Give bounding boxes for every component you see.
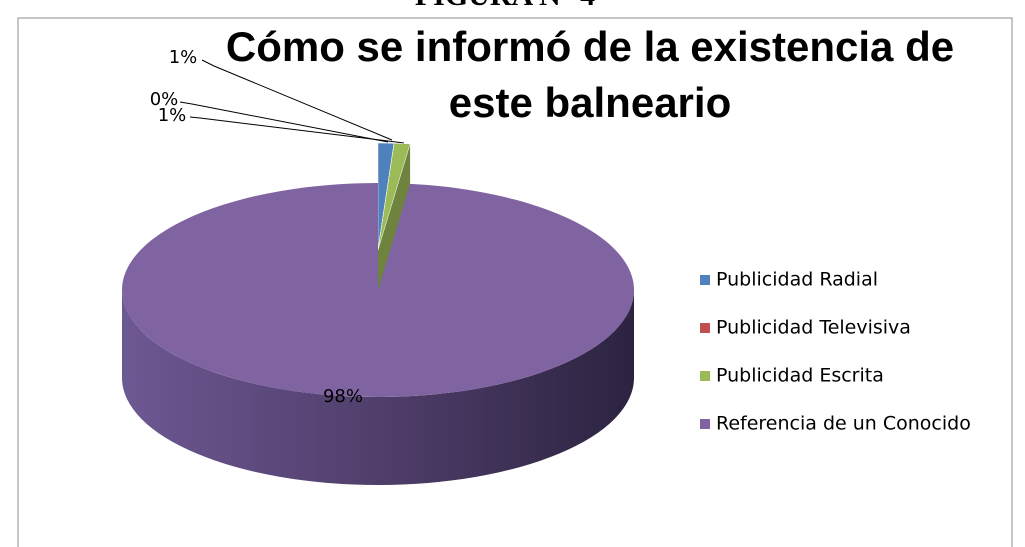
legend-label: Publicidad Radial [716, 269, 878, 291]
leader-line [201, 59, 393, 141]
chart-frame [17, 17, 1013, 547]
legend-label: Publicidad Televisiva [716, 317, 911, 339]
pie-slice [377, 142, 411, 251]
legend-label: Publicidad Escrita [716, 365, 884, 387]
leader-line [189, 116, 405, 144]
legend-swatch [700, 419, 710, 429]
data-label: 1% [158, 105, 187, 126]
legend-swatch [700, 323, 710, 333]
data-label: 98% [323, 386, 363, 407]
data-label: 0% [150, 89, 179, 110]
pie-side [122, 290, 634, 485]
legend-label: Referencia de un Conocido [716, 413, 971, 435]
chart-title: Cómo se informó de la existencia de [226, 23, 954, 70]
legend-swatch [700, 275, 710, 285]
leader-line [179, 101, 389, 143]
data-label: 1% [169, 47, 198, 68]
chart-title: este balneario [449, 79, 731, 126]
header: FIGURA N° 4 [415, 0, 595, 12]
legend-swatch [700, 371, 710, 381]
pie-slice [122, 183, 635, 397]
